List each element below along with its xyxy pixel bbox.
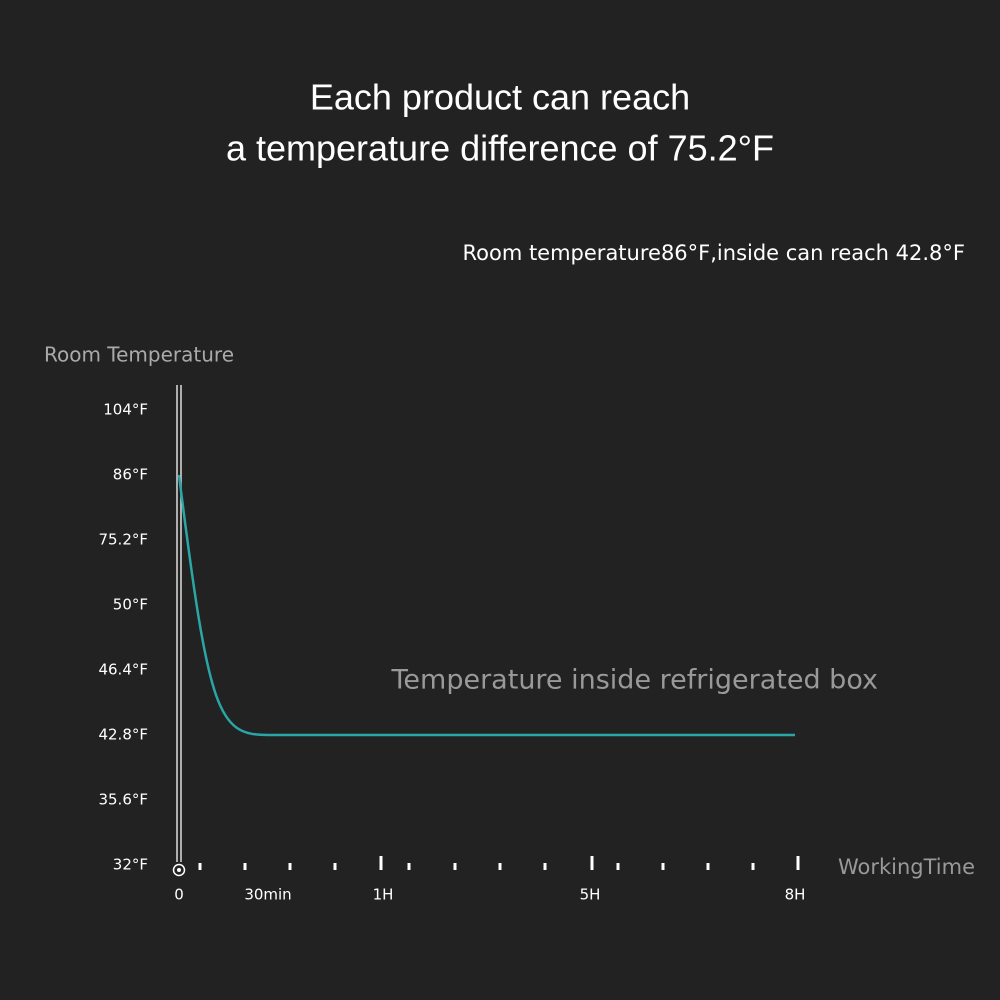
y-tick-label: 104°F: [103, 401, 148, 419]
x-tick-label: 30min: [244, 886, 291, 904]
axis-dash: [661, 863, 665, 870]
y-tick-label: 35.6°F: [98, 791, 148, 809]
x-tick-label: 8H: [785, 886, 806, 904]
axis-dash: [706, 863, 710, 870]
axis-dash: [498, 863, 502, 870]
axis-major-dash: [796, 856, 800, 870]
y-tick-label: 50°F: [113, 596, 148, 614]
axis-dash: [198, 863, 202, 870]
axis-dash: [243, 863, 247, 870]
title-line-1: Each product can reach: [310, 77, 690, 118]
y-tick-label: 46.4°F: [98, 661, 148, 679]
axis-dash: [333, 863, 337, 870]
axis-dash: [543, 863, 547, 870]
temperature-curve: [177, 474, 795, 737]
axis-major-dash: [379, 856, 383, 870]
x-tick-label: 5H: [580, 886, 601, 904]
axis-dash: [616, 863, 620, 870]
axis-major-dash: [590, 856, 594, 870]
y-tick-label: 75.2°F: [98, 531, 148, 549]
title-line-2: a temperature difference of 75.2°F: [226, 128, 774, 169]
axis-dash: [288, 863, 292, 870]
origin-marker: [177, 868, 181, 872]
x-tick-label: 0: [174, 886, 184, 904]
y-tick-label: 86°F: [113, 466, 148, 484]
axis-dash: [751, 863, 755, 870]
subtitle: Room temperature86°F,inside can reach 42…: [462, 241, 965, 265]
y-axis-label: Room Temperature: [44, 343, 234, 367]
annotation: Temperature inside refrigerated box: [391, 665, 878, 696]
x-tick-label: 1H: [373, 886, 394, 904]
x-axis-label: WorkingTime: [838, 855, 975, 879]
y-tick-label: 32°F: [113, 856, 148, 874]
axis-dash: [407, 863, 411, 870]
axis-dash: [453, 863, 457, 870]
origin-marker: [172, 863, 186, 877]
y-tick-label: 42.8°F: [98, 726, 148, 744]
